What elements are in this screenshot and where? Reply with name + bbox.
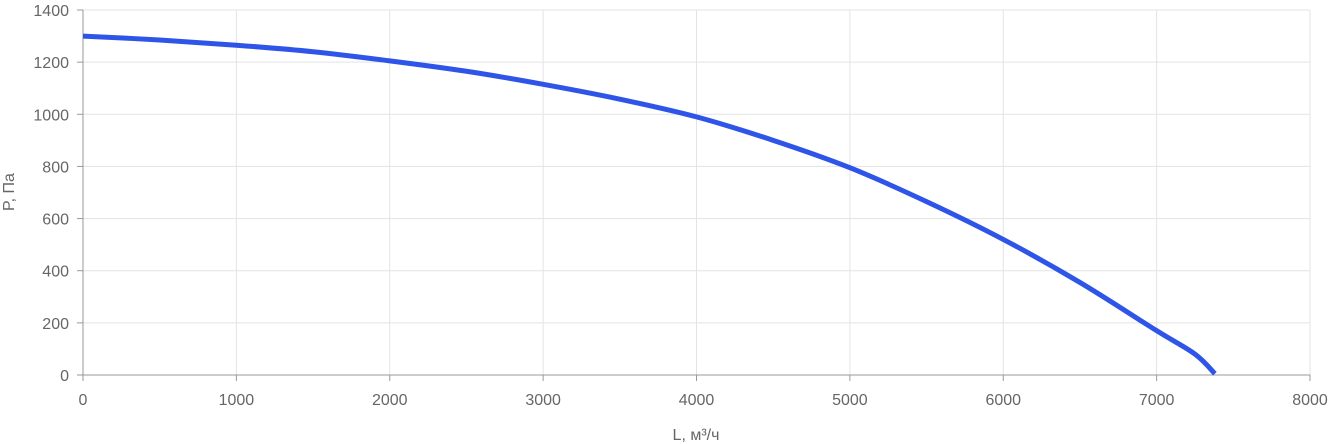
tick-labels: 0 1000 2000 3000 4000 5000 6000 7000 8000 0 200 400… xyxy=(33,3,1327,409)
x-tick-label: 4000 xyxy=(679,392,715,409)
y-tick-label: 1400 xyxy=(33,3,69,20)
x-tick-label: 8000 xyxy=(1292,392,1328,409)
y-tick-label: 1200 xyxy=(33,55,69,72)
y-tick-label: 0 xyxy=(60,368,69,385)
x-tick-label: 0 xyxy=(79,392,88,409)
x-tick-label: 5000 xyxy=(832,392,868,409)
plot-area xyxy=(82,33,1217,376)
y-tick-label: 600 xyxy=(42,212,69,229)
series-line xyxy=(82,33,1217,376)
y-axis-title: P, Па xyxy=(1,173,18,211)
y-tick-label: 200 xyxy=(42,316,69,333)
x-tick-label: 7000 xyxy=(1139,392,1175,409)
y-tick-label: 800 xyxy=(42,159,69,176)
axes xyxy=(77,9,1311,381)
x-tick-label: 6000 xyxy=(985,392,1021,409)
x-tick-label: 2000 xyxy=(372,392,408,409)
x-tick-label: 3000 xyxy=(525,392,561,409)
grid xyxy=(83,9,1311,375)
x-tick-label: 1000 xyxy=(219,392,255,409)
y-tick-label: 1000 xyxy=(33,107,69,124)
x-axis-title: L, м³/ч xyxy=(673,427,720,444)
y-tick-label: 400 xyxy=(42,264,69,281)
